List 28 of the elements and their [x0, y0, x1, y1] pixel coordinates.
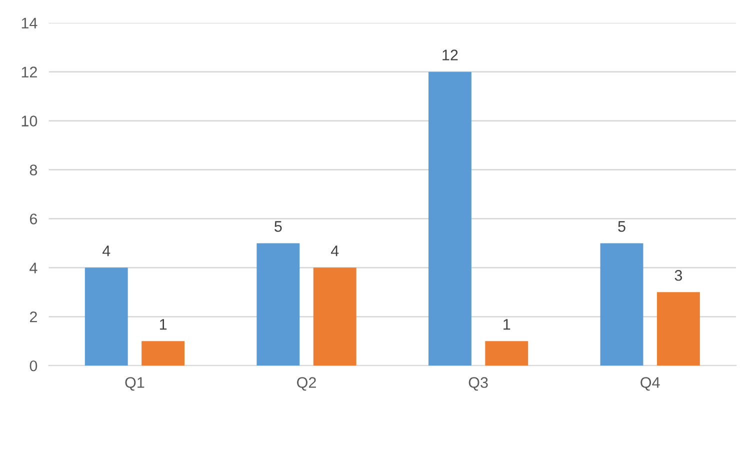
bar — [656, 292, 700, 366]
data-label: 5 — [618, 221, 626, 232]
x-tick-label: Q4 — [640, 377, 660, 391]
y-tick-label: 0 — [30, 360, 38, 372]
data-label: 12 — [442, 50, 458, 60]
y-tick-label: 8 — [30, 164, 38, 176]
y-tick-label: 10 — [22, 116, 38, 126]
x-tick-label: Q1 — [125, 377, 144, 391]
data-label: 3 — [674, 270, 682, 281]
data-label: 4 — [102, 246, 110, 256]
bar — [428, 72, 472, 366]
y-tick-label: 2 — [30, 312, 37, 322]
y-tick-label: 12 — [22, 66, 37, 78]
bar — [600, 243, 644, 366]
data-label: 1 — [504, 319, 510, 330]
y-tick-label: 4 — [30, 262, 38, 274]
data-label: 4 — [330, 246, 339, 256]
bar — [313, 268, 356, 366]
bar — [485, 341, 528, 366]
data-label: 5 — [274, 221, 282, 232]
x-tick-label: Q2 — [297, 377, 316, 391]
bar — [142, 341, 185, 366]
data-label: 1 — [160, 319, 167, 330]
bar — [84, 268, 128, 366]
bar — [256, 243, 300, 366]
y-tick-label: 14 — [22, 18, 38, 28]
x-tick-label: Q3 — [468, 377, 488, 391]
y-tick-label: 6 — [30, 214, 38, 224]
